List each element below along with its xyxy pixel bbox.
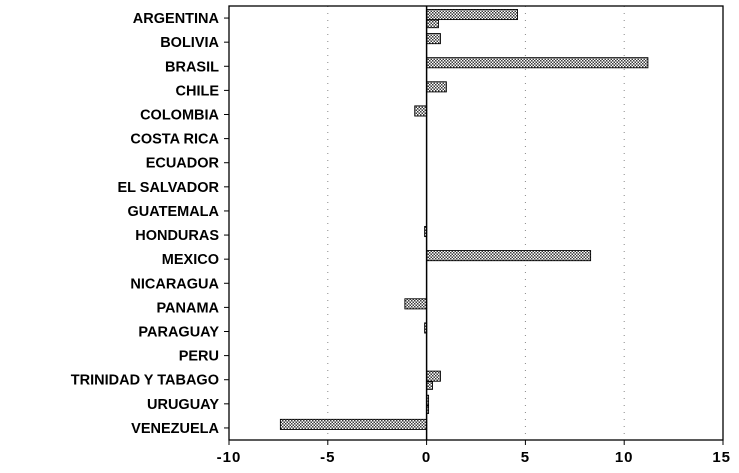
category-label: EL SALVADOR [117,180,219,196]
category-label: ECUADOR [146,156,220,172]
category-label: ARGENTINA [133,11,220,27]
plot-frame [228,5,724,441]
category-label: COLOMBIA [140,108,219,124]
category-label: NICARAGUA [130,276,219,292]
category-label: MEXICO [162,252,219,268]
category-label: URUGUAY [147,397,219,413]
category-labels: ARGENTINA BOLIVIA BRASIL CHILE COLOMBIA COSTA… [71,11,229,437]
category-label: PARAGUAY [138,325,219,341]
bars [279,8,649,430]
grid-lines [327,6,625,440]
category-label: COSTA RICA [130,132,219,148]
category-label: VENEZUELA [131,421,219,437]
category-label: PERU [179,349,219,365]
x-tick-label: -10 [217,449,242,466]
bar-venezuela [279,418,428,430]
bar-bolivia [426,33,441,45]
category-label: HONDURAS [135,228,219,244]
category-label: BOLIVIA [160,35,219,51]
bar-brasil [426,57,649,69]
category-label: PANAMA [156,300,219,316]
bar-argentina [426,8,518,21]
bar-trinidad-y-tabago [426,370,441,382]
bar-colombia [414,105,428,117]
category-label: TRINIDAD Y TABAGO [71,373,219,389]
x-tick-label: 0 [422,449,431,466]
x-tick-label: 5 [521,449,530,466]
x-tick-label: 15 [712,449,731,466]
category-label: BRASIL [165,59,219,75]
category-label: GUATEMALA [127,204,219,220]
bar-mexico [426,250,592,262]
x-tick-label: -5 [320,449,335,466]
x-tick-label: 10 [615,449,634,466]
bar-argentina-s2 [426,19,439,29]
bar-panama [404,298,428,310]
category-label: CHILE [176,83,220,99]
bar-chile [426,81,447,93]
bar-trinidad-y-tabago-s2 [426,381,433,390]
x-tick-labels: -10 -5 0 5 10 15 [217,440,731,466]
